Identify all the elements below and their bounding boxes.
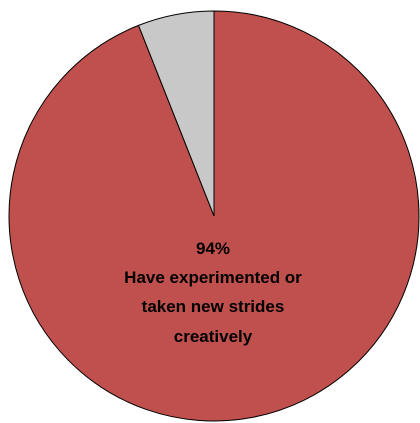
slice-percent-label: 94%	[196, 239, 230, 258]
slice-description-line-3: creatively	[174, 327, 253, 346]
slice-description-line-2: taken new strides	[142, 297, 285, 316]
labels-layer: 94% Have experimented or taken new strid…	[124, 239, 302, 346]
slices-layer	[8, 10, 420, 422]
pie-slice-1	[137, 10, 215, 217]
slice-description-line-1: Have experimented or	[124, 268, 302, 287]
